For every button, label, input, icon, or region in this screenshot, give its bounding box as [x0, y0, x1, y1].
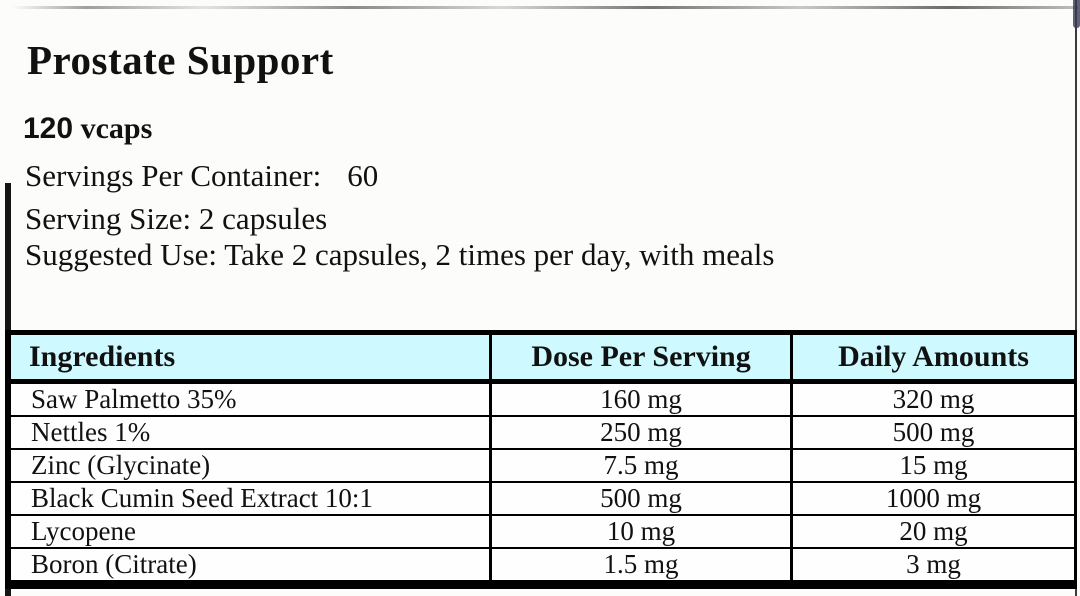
- column-header-ingredients: Ingredients: [5, 330, 492, 384]
- table-row: Boron (Citrate) 1.5 mg 3 mg: [5, 547, 1077, 589]
- dose-per-serving-value: 1.5 mg: [488, 547, 794, 589]
- ingredient-name: Black Cumin Seed Extract 10:1: [5, 481, 492, 516]
- daily-amount-value: 15 mg: [790, 448, 1077, 483]
- daily-amount-value: 3 mg: [790, 547, 1077, 589]
- servings-label: Servings Per Container:: [25, 158, 322, 193]
- scan-top-border-line: [12, 6, 1078, 9]
- column-header-daily-amounts: Daily Amounts: [790, 330, 1077, 384]
- dose-per-serving-value: 250 mg: [488, 415, 794, 450]
- column-header-dose-per-serving: Dose Per Serving: [488, 330, 794, 384]
- serving-size: Serving Size: 2 capsules: [25, 201, 328, 236]
- servings-per-container: Servings Per Container: 60: [25, 158, 378, 194]
- scan-right-border-line: [1075, 0, 1077, 596]
- ingredient-name: Saw Palmetto 35%: [5, 380, 492, 417]
- daily-amount-value: 320 mg: [790, 380, 1077, 417]
- ingredient-name: Nettles 1%: [5, 415, 492, 450]
- ingredients-table: Ingredients Dose Per Serving Daily Amoun…: [5, 330, 1077, 589]
- ingredient-name: Boron (Citrate): [5, 547, 492, 589]
- dose-per-serving-value: 500 mg: [488, 481, 794, 516]
- product-title: Prostate Support: [27, 37, 334, 83]
- table-row: Nettles 1% 250 mg 500 mg: [5, 415, 1077, 450]
- dose-per-serving-value: 10 mg: [488, 514, 794, 549]
- table-row: Saw Palmetto 35% 160 mg 320 mg: [5, 380, 1077, 417]
- servings-value: 60: [347, 158, 379, 193]
- capsule-count-number: 120: [23, 112, 74, 145]
- daily-amount-value: 20 mg: [790, 514, 1077, 549]
- table-row: Lycopene 10 mg 20 mg: [5, 514, 1077, 549]
- table-header-row: Ingredients Dose Per Serving Daily Amoun…: [5, 330, 1077, 384]
- ingredient-name: Zinc (Glycinate): [5, 448, 492, 483]
- daily-amount-value: 500 mg: [790, 415, 1077, 450]
- scan-corner-mark: [1073, 0, 1080, 28]
- dose-per-serving-value: 7.5 mg: [488, 448, 794, 483]
- ingredient-name: Lycopene: [5, 514, 492, 549]
- table-row: Black Cumin Seed Extract 10:1 500 mg 100…: [5, 481, 1077, 516]
- dose-per-serving-value: 160 mg: [488, 380, 794, 417]
- daily-amount-value: 1000 mg: [790, 481, 1077, 516]
- capsule-count-unit: vcaps: [80, 112, 153, 145]
- ingredients-table-body: Saw Palmetto 35% 160 mg 320 mg Nettles 1…: [5, 380, 1077, 589]
- table-row: Zinc (Glycinate) 7.5 mg 15 mg: [5, 448, 1077, 483]
- suggested-use: Suggested Use: Take 2 capsules, 2 times …: [25, 237, 775, 272]
- capsule-count: 120 vcaps: [23, 112, 152, 146]
